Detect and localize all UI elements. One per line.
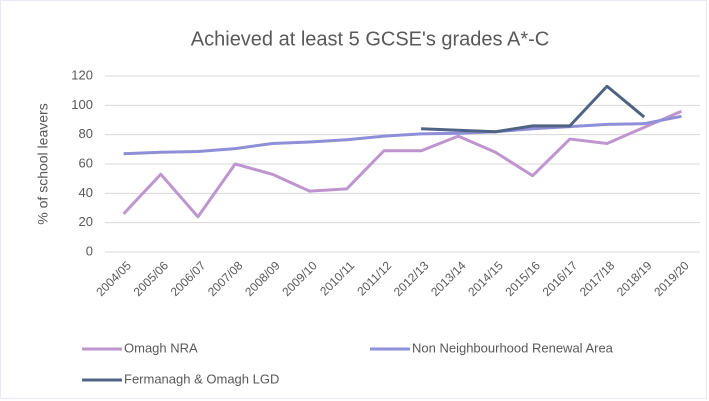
- y-tick-label: 120: [71, 67, 93, 82]
- chart-title: Achieved at least 5 GCSE's grades A*-C: [191, 28, 549, 50]
- series-line: [421, 84, 646, 134]
- series-line: [122, 109, 683, 219]
- legend-label: Non Neighbourhood Renewal Area: [412, 340, 614, 355]
- y-tick-label: 40: [79, 185, 93, 200]
- legend-label: Omagh NRA: [124, 340, 198, 355]
- series-line: [123, 114, 682, 156]
- y-axis-label: % of school leavers: [35, 103, 51, 224]
- y-tick-label: 60: [79, 155, 93, 170]
- y-tick-label: 0: [86, 243, 93, 258]
- legend-label: Fermanagh & Omagh LGD: [124, 371, 279, 386]
- y-tick-label: 100: [71, 97, 93, 112]
- y-tick-label: 80: [79, 126, 93, 141]
- y-tick-label: 20: [79, 214, 93, 229]
